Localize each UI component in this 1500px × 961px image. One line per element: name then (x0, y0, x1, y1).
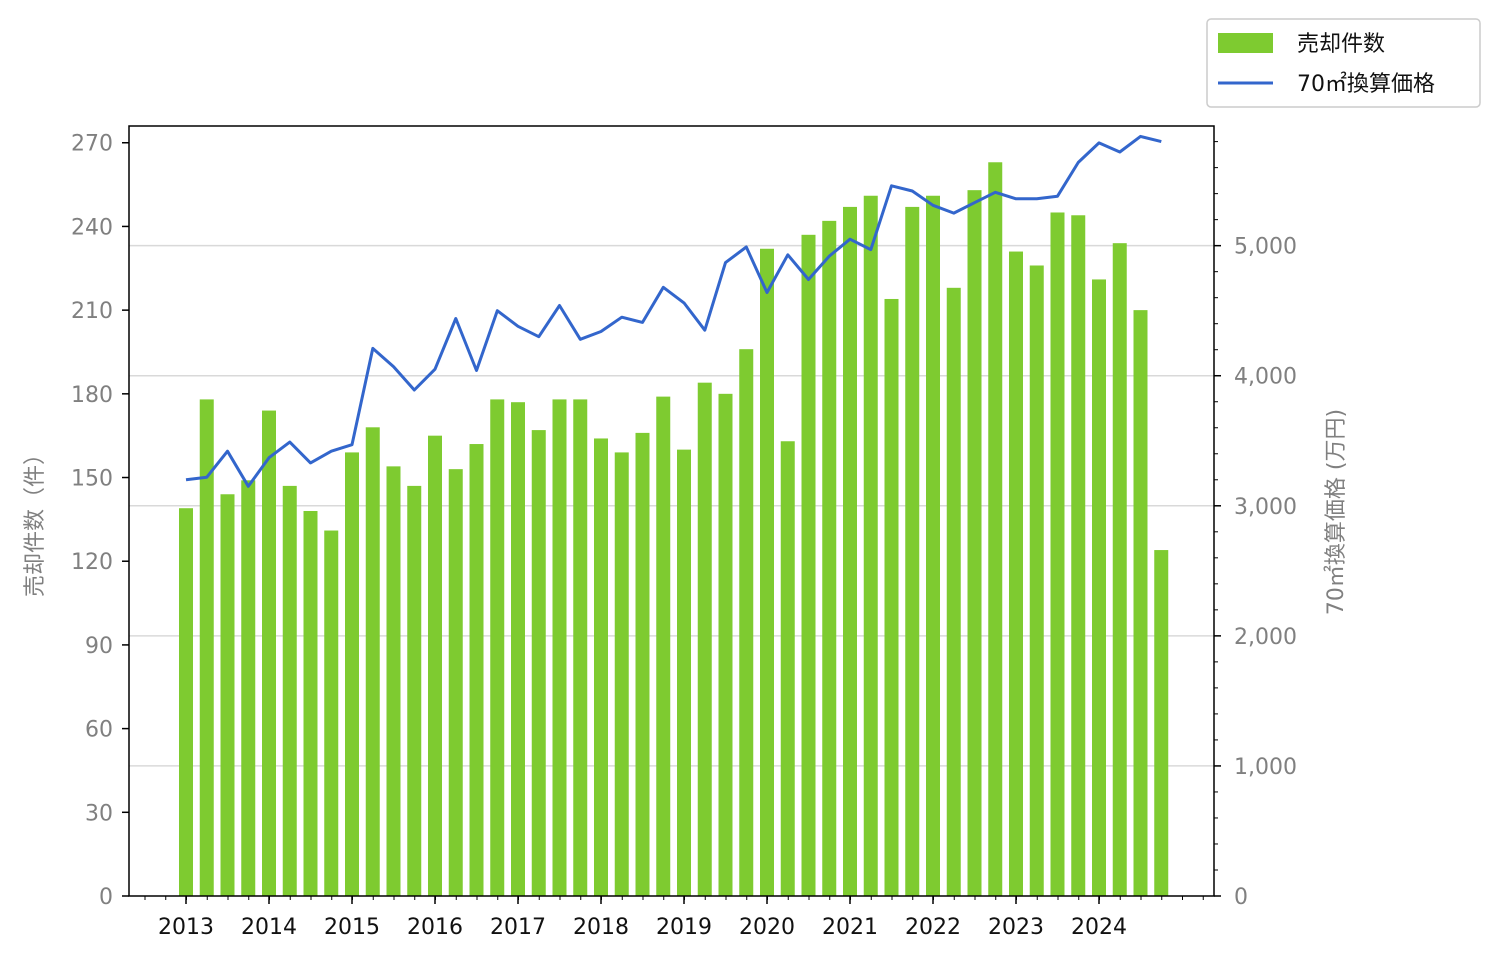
bar-series (179, 162, 1169, 897)
bar (1112, 243, 1127, 896)
left-tick-label: 180 (71, 383, 113, 408)
left-axis: 0 30 60 90 120 150 180 210 240 270 (71, 132, 129, 910)
bar (656, 396, 671, 896)
right-tick-label: 3,000 (1234, 495, 1297, 520)
right-axis-title: 70㎡換算価格 (万円) (1323, 409, 1349, 615)
bar (490, 399, 505, 896)
bar (324, 530, 339, 896)
bar (345, 452, 359, 896)
left-tick-label: 120 (71, 550, 113, 575)
bar (677, 449, 691, 896)
legend-bar-swatch (1218, 33, 1273, 53)
bar (801, 234, 816, 897)
bar (697, 382, 712, 897)
bar (843, 206, 857, 897)
bar (946, 287, 961, 896)
bar (594, 438, 608, 896)
x-tick-label: 2023 (988, 915, 1044, 940)
left-tick-label: 240 (71, 215, 113, 240)
bar (407, 485, 422, 896)
x-tick-label: 2017 (490, 915, 546, 940)
left-tick-label: 0 (99, 885, 113, 910)
bar (199, 399, 214, 896)
legend: 売却件数 70㎡換算価格 (1206, 18, 1481, 108)
right-tick-label: 0 (1234, 885, 1248, 910)
bar (179, 508, 193, 896)
right-tick-label: 1,000 (1234, 755, 1297, 780)
bar (573, 399, 588, 896)
bar (511, 402, 525, 896)
bar (262, 410, 276, 896)
bar (428, 435, 442, 896)
bar (760, 248, 774, 897)
bar (303, 511, 318, 896)
x-tick-label: 2024 (1071, 915, 1127, 940)
x-tick-label: 2018 (573, 915, 629, 940)
x-tick-label: 2014 (241, 915, 297, 940)
bar (469, 444, 484, 896)
bar (241, 480, 256, 896)
bar (282, 485, 297, 896)
x-tick-label: 2022 (905, 915, 961, 940)
legend-bar-label: 売却件数 (1297, 32, 1385, 57)
bar (1050, 212, 1065, 897)
x-tick-label: 2015 (324, 915, 380, 940)
left-tick-label: 270 (71, 132, 113, 157)
left-tick-label: 60 (85, 718, 113, 743)
bar (926, 195, 940, 896)
left-tick-label: 150 (71, 467, 113, 492)
legend-box (1206, 18, 1481, 108)
bar (739, 349, 754, 896)
bar (822, 220, 837, 896)
right-axis: 0 1,000 2,000 3,000 4,000 5,000 (1214, 141, 1297, 910)
bar (884, 298, 899, 896)
bar (1009, 251, 1023, 897)
right-tick-label: 4,000 (1234, 365, 1297, 390)
bar (780, 441, 795, 896)
bar (531, 430, 546, 896)
bar (1133, 310, 1148, 896)
x-tick-label: 2020 (739, 915, 795, 940)
left-axis-title: 売却件数（件） (23, 443, 48, 597)
left-tick-label: 210 (71, 299, 113, 324)
legend-line-label: 70㎡換算価格 (1297, 71, 1435, 97)
price-line (185, 134, 1162, 488)
left-tick-label: 30 (85, 801, 113, 826)
bar (1029, 265, 1044, 896)
bar (1154, 550, 1169, 896)
right-tick-label: 2,000 (1234, 625, 1297, 650)
bar (988, 162, 1003, 896)
bar (448, 469, 463, 896)
plot-frame (128, 125, 1215, 897)
x-tick-label: 2019 (656, 915, 712, 940)
bar (1092, 279, 1106, 896)
bar (220, 494, 235, 896)
bar (614, 452, 629, 896)
x-tick-label: 2013 (158, 915, 214, 940)
x-tick-label: 2021 (822, 915, 878, 940)
bar (863, 195, 878, 896)
bar (386, 466, 401, 896)
bar (967, 190, 982, 896)
line-series (185, 134, 1162, 488)
bar (635, 432, 650, 896)
left-tick-label: 90 (85, 634, 113, 659)
bar (905, 206, 920, 897)
x-axis: 2013 2014 2015 2016 2017 2018 2019 2020 2021 2022… (144, 896, 1204, 940)
bar (552, 399, 567, 896)
right-tick-label: 5,000 (1234, 235, 1297, 260)
bar (1071, 215, 1086, 896)
x-tick-label: 2016 (407, 915, 463, 940)
bar (718, 393, 733, 896)
bar (365, 427, 380, 896)
